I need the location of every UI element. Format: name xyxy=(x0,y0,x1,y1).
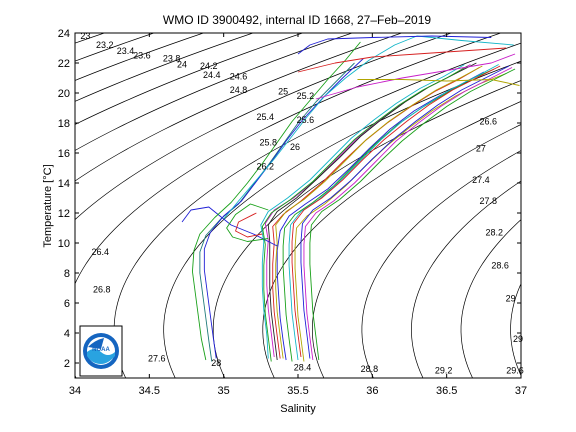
profile-line xyxy=(261,65,468,362)
density-contour xyxy=(75,33,353,151)
profile-line xyxy=(315,53,516,100)
x-tick-label: 36.5 xyxy=(436,385,457,397)
density-contours xyxy=(75,33,521,378)
x-tick-label: 34 xyxy=(69,385,81,397)
y-tick-label: 20 xyxy=(58,88,70,100)
density-contour-label: 24.8 xyxy=(230,85,248,95)
profile-line xyxy=(276,71,485,361)
density-contour-label: 26.4 xyxy=(92,247,110,257)
density-contour-label: 24 xyxy=(177,60,187,70)
profile-line xyxy=(275,65,483,359)
profile-lines xyxy=(181,35,520,362)
density-contour-label: 25 xyxy=(278,87,288,97)
x-tick-label: 36 xyxy=(366,385,378,397)
profile-line xyxy=(300,65,510,359)
density-contour xyxy=(75,33,452,221)
density-contour-label: 26.6 xyxy=(480,117,498,127)
density-contour xyxy=(262,101,521,378)
density-contour xyxy=(510,282,521,377)
y-tick-label: 22 xyxy=(58,58,70,70)
density-contour xyxy=(212,80,521,378)
density-contour-label: 23.4 xyxy=(117,46,135,56)
density-contour-label: 23 xyxy=(80,31,90,41)
y-tick-label: 10 xyxy=(58,238,70,250)
y-tick-label: 16 xyxy=(58,148,70,160)
density-contour-label: 25.2 xyxy=(297,91,315,101)
density-contour-label: 23.6 xyxy=(133,51,151,61)
profile-line xyxy=(291,65,501,358)
profile-line xyxy=(297,35,492,55)
density-contour xyxy=(311,124,521,378)
density-contour-label: 28.8 xyxy=(361,364,379,374)
density-contour-label: 29.6 xyxy=(506,366,524,376)
density-contour xyxy=(75,33,254,102)
density-contour-label: 23.8 xyxy=(163,54,181,64)
density-contour-label: 26.2 xyxy=(257,162,275,172)
svg-text:NOAA: NOAA xyxy=(92,347,110,353)
y-axis-label: Temperature [°C] xyxy=(42,164,54,247)
x-tick-label: 37 xyxy=(515,385,527,397)
y-tick-label: 2 xyxy=(64,358,70,370)
profile-line xyxy=(303,67,513,361)
y-tick-label: 12 xyxy=(58,208,70,220)
profile-line xyxy=(226,203,269,242)
density-contour xyxy=(75,33,501,378)
y-tick-label: 24 xyxy=(58,28,70,40)
density-contour-label: 27.8 xyxy=(480,196,498,206)
density-contour-label: 28 xyxy=(211,358,221,368)
density-contour-label: 23.2 xyxy=(96,40,114,50)
density-contour-label: 29 xyxy=(513,334,523,344)
profile-line xyxy=(357,79,520,86)
density-contour-label: 26.8 xyxy=(93,285,111,295)
y-tick-label: 6 xyxy=(64,298,70,310)
density-contour-label: 29 xyxy=(506,294,516,304)
density-contour-label: 27.6 xyxy=(148,354,166,364)
density-contour xyxy=(75,33,303,125)
density-contour-label: 28.2 xyxy=(485,228,503,238)
y-tick-label: 18 xyxy=(58,118,70,130)
profile-line xyxy=(267,62,477,361)
y-tick-label: 8 xyxy=(64,268,70,280)
profile-line xyxy=(309,68,516,361)
density-contour xyxy=(163,60,521,378)
density-contour-label: 24.6 xyxy=(230,72,248,82)
density-contour xyxy=(411,180,521,378)
profile-line xyxy=(294,73,507,362)
profile-line xyxy=(192,41,361,361)
density-contour xyxy=(460,219,521,378)
density-contour xyxy=(361,150,521,378)
chart-title: WMO ID 3900492, internal ID 1668, 27–Feb… xyxy=(163,13,431,27)
profile-line xyxy=(235,212,263,238)
density-contour-label: 25.4 xyxy=(257,112,275,122)
density-contour-label: 28.4 xyxy=(294,363,312,373)
density-contour-label: 25.8 xyxy=(260,138,278,148)
density-contour-label: 27.4 xyxy=(472,175,490,185)
x-tick-label: 35 xyxy=(218,385,230,397)
profile-line xyxy=(260,64,465,359)
x-tick-label: 35.5 xyxy=(287,385,308,397)
density-contour xyxy=(75,33,402,182)
density-contour-label: 24.2 xyxy=(200,61,218,71)
x-axis-label: Salinity xyxy=(280,403,316,415)
density-contour-label: 28.6 xyxy=(491,261,509,271)
profile-line xyxy=(297,47,507,73)
density-contour-label: 24.4 xyxy=(203,70,221,80)
density-contour-label: 25.6 xyxy=(297,115,315,125)
x-tick-label: 34.5 xyxy=(139,385,160,397)
density-contour-label: 27 xyxy=(476,144,486,154)
y-tick-label: 4 xyxy=(64,328,70,340)
density-contour xyxy=(113,42,521,378)
density-contour-label: 29.2 xyxy=(435,366,453,376)
density-contour-labels: 23 23.223.423.6 23.824 24.224.4 24.6 24.8 25 25… xyxy=(80,31,523,376)
y-tick-label: 14 xyxy=(58,178,70,190)
profile-line xyxy=(181,206,278,247)
density-contour-label: 26 xyxy=(290,142,300,152)
x-axis: 34 34.5 35 35.5 36 36.5 37 xyxy=(69,33,527,397)
noaa-logo: NOAA xyxy=(79,325,123,377)
